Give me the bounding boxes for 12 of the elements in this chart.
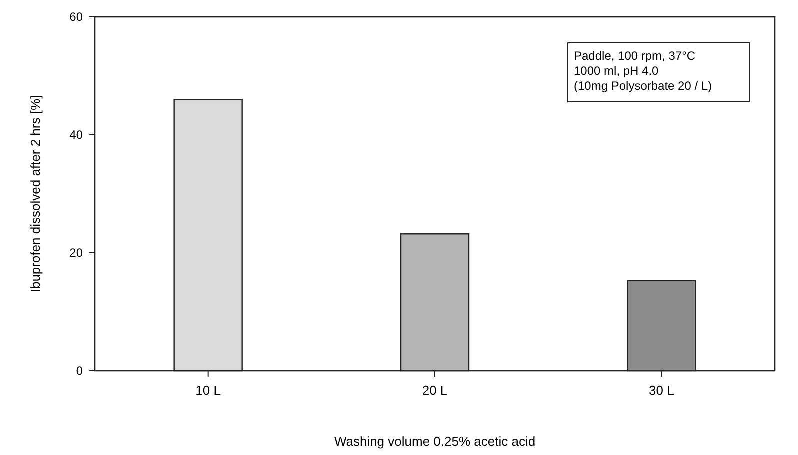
x-tick-label: 10 L — [196, 383, 221, 398]
y-tick-label: 40 — [70, 128, 84, 142]
y-tick-label: 0 — [76, 364, 84, 378]
y-tick-label: 60 — [70, 10, 84, 24]
annotation: 1000 ml, pH 4.0 — [574, 64, 660, 78]
x-tick-label: 30 L — [649, 383, 674, 398]
annotation: Paddle, 100 rpm, 37°C — [574, 49, 696, 63]
x-tick-label: 20 L — [422, 383, 448, 398]
y-axis-title: Ibuprofen dissolved after 2 hrs [%] — [28, 95, 43, 293]
x-axis-title: Washing volume 0.25% acetic acid — [334, 434, 536, 449]
y-tick-label: 20 — [70, 246, 84, 260]
annotation: (10mg Polysorbate 20 / L) — [574, 79, 712, 93]
